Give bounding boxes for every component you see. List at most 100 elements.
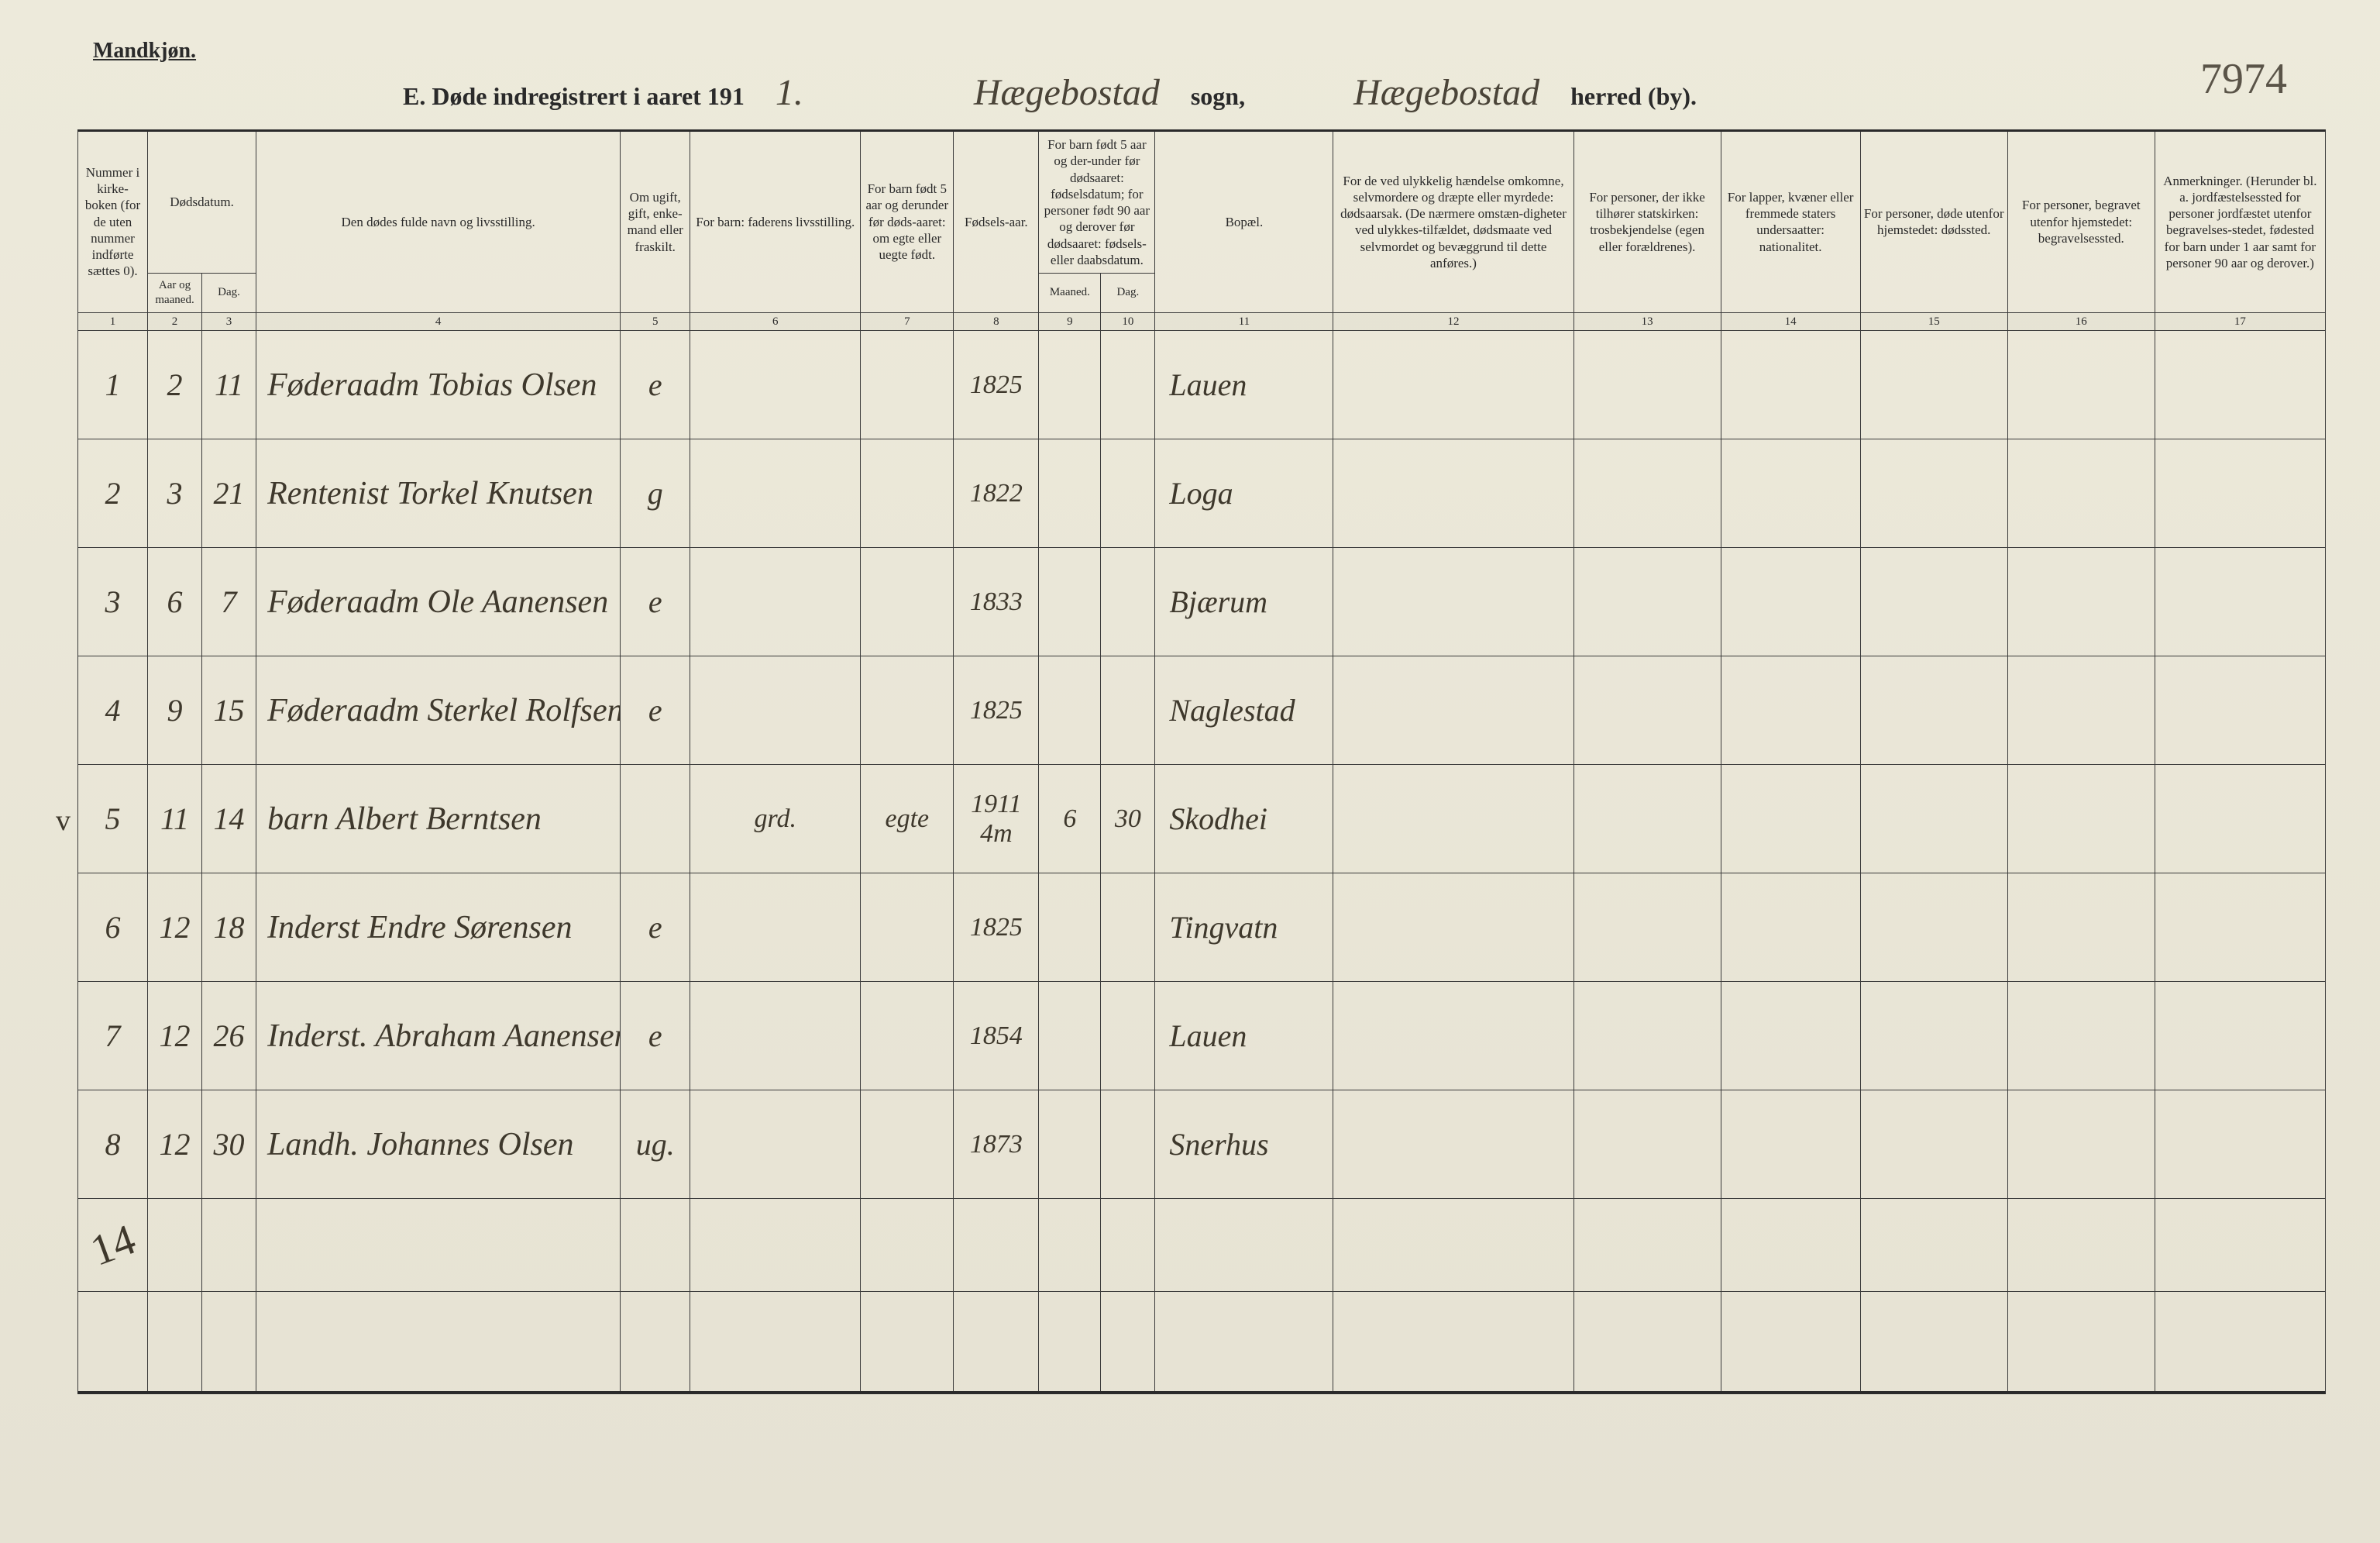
table-cell: 7	[78, 982, 148, 1090]
cell-value: 21	[214, 476, 245, 511]
table-cell	[1860, 1199, 2007, 1292]
cell-value: g	[648, 476, 663, 511]
col-header: For lapper, kvæner eller fremmede stater…	[1721, 131, 1860, 313]
table-cell: 4	[78, 656, 148, 765]
table-cell: 7	[202, 548, 256, 656]
table-cell	[1101, 656, 1155, 765]
table-cell	[1101, 548, 1155, 656]
table-cell	[861, 656, 954, 765]
table-cell: 1854	[954, 982, 1039, 1090]
col-header: Fødsels-aar.	[954, 131, 1039, 313]
cell-value: e	[648, 910, 662, 945]
title-prefix: E. Døde indregistrert i aaret 191	[403, 82, 745, 111]
table-cell	[861, 1090, 954, 1199]
table-cell	[1039, 1090, 1101, 1199]
table-cell	[1101, 331, 1155, 439]
table-cell	[2155, 1199, 2325, 1292]
table-cell: 14	[78, 1199, 148, 1292]
table-cell	[1333, 1090, 1573, 1199]
table-cell	[1721, 656, 1860, 765]
table-cell	[1573, 1090, 1721, 1199]
table-cell	[2007, 982, 2155, 1090]
table-cell	[2155, 873, 2325, 982]
table-cell	[621, 765, 690, 873]
sogn-handwritten: Hægebostad	[974, 71, 1160, 114]
col-number: 2	[148, 312, 202, 331]
col-subheader: Dag.	[1101, 274, 1155, 313]
table-cell: 6	[78, 873, 148, 982]
table-cell: e	[621, 548, 690, 656]
cell-value: 12	[160, 1018, 191, 1053]
col-subheader: Aar og maaned.	[148, 274, 202, 313]
table-cell	[1573, 439, 1721, 548]
table-cell: Føderaadm Tobias Olsen	[256, 331, 621, 439]
table-cell	[1860, 765, 2007, 873]
table-cell: 18	[202, 873, 256, 982]
table-cell	[202, 1199, 256, 1292]
table-cell	[861, 873, 954, 982]
table-cell	[1860, 656, 2007, 765]
table-cell	[1333, 331, 1573, 439]
table-cell: Landh. Johannes Olsen	[256, 1090, 621, 1199]
table-cell	[1101, 1199, 1155, 1292]
table-cell: 1911 4m	[954, 765, 1039, 873]
table-cell: 1	[78, 331, 148, 439]
table-cell: Lauen	[1155, 331, 1333, 439]
table-cell	[690, 439, 861, 548]
table-body: 1211Føderaadm Tobias Olsene1825Lauen2321…	[78, 331, 2326, 1393]
table-cell	[1039, 331, 1101, 439]
table-cell: Inderst Endre Sørensen	[256, 873, 621, 982]
table-cell	[1333, 982, 1573, 1090]
table-cell	[690, 982, 861, 1090]
table-cell	[1860, 982, 2007, 1090]
cell-value: 3	[105, 584, 121, 619]
col-number: 1	[78, 312, 148, 331]
table-row: 1211Føderaadm Tobias Olsene1825Lauen	[78, 331, 2326, 439]
table-cell	[2155, 1292, 2325, 1393]
col-number: 15	[1860, 312, 2007, 331]
table-cell	[1573, 1292, 1721, 1393]
table-cell: 12	[148, 982, 202, 1090]
table-cell	[1333, 873, 1573, 982]
col-number: 4	[256, 312, 621, 331]
cell-value: 12	[160, 910, 191, 945]
table-cell	[1573, 331, 1721, 439]
col-header: For barn født 5 aar og derunder før døds…	[861, 131, 954, 313]
table-cell	[148, 1199, 202, 1292]
table-cell: 12	[148, 1090, 202, 1199]
table-cell: 14	[202, 765, 256, 873]
table-cell	[256, 1199, 621, 1292]
table-cell	[1039, 656, 1101, 765]
table-cell	[1721, 765, 1860, 873]
table-cell	[1721, 331, 1860, 439]
col-number: 3	[202, 312, 256, 331]
table-cell: 26	[202, 982, 256, 1090]
table-row: 71226Inderst. Abraham Aanensene1854Lauen	[78, 982, 2326, 1090]
col-number: 11	[1155, 312, 1333, 331]
table-cell	[2155, 331, 2325, 439]
cell-value: 4	[105, 693, 121, 728]
table-cell: Føderaadm Ole Aanensen	[256, 548, 621, 656]
table-cell	[2007, 331, 2155, 439]
table-cell	[1155, 1292, 1333, 1393]
sogn-label: sogn,	[1191, 82, 1245, 111]
table-cell: egte	[861, 765, 954, 873]
table-cell: Bjærum	[1155, 548, 1333, 656]
table-cell	[2155, 548, 2325, 656]
cell-value: 6	[167, 584, 183, 619]
table-cell: barn Albert Berntsen	[256, 765, 621, 873]
table-row: 81230Landh. Johannes Olsenug.1873Snerhus	[78, 1090, 2326, 1199]
table-cell: e	[621, 982, 690, 1090]
title-line: E. Døde indregistrert i aaret 1911. Hæge…	[403, 71, 2326, 114]
table-cell	[1039, 873, 1101, 982]
table-cell	[2007, 1292, 2155, 1393]
table-cell	[1039, 982, 1101, 1090]
table-cell	[2007, 765, 2155, 873]
table-cell	[861, 331, 954, 439]
cell-value: 1825	[970, 913, 1023, 942]
cell-value: 12	[160, 1127, 191, 1162]
cell-value: 9	[167, 693, 183, 728]
page-number: 7974	[2200, 54, 2287, 104]
table-cell: Loga	[1155, 439, 1333, 548]
table-cell	[1101, 982, 1155, 1090]
